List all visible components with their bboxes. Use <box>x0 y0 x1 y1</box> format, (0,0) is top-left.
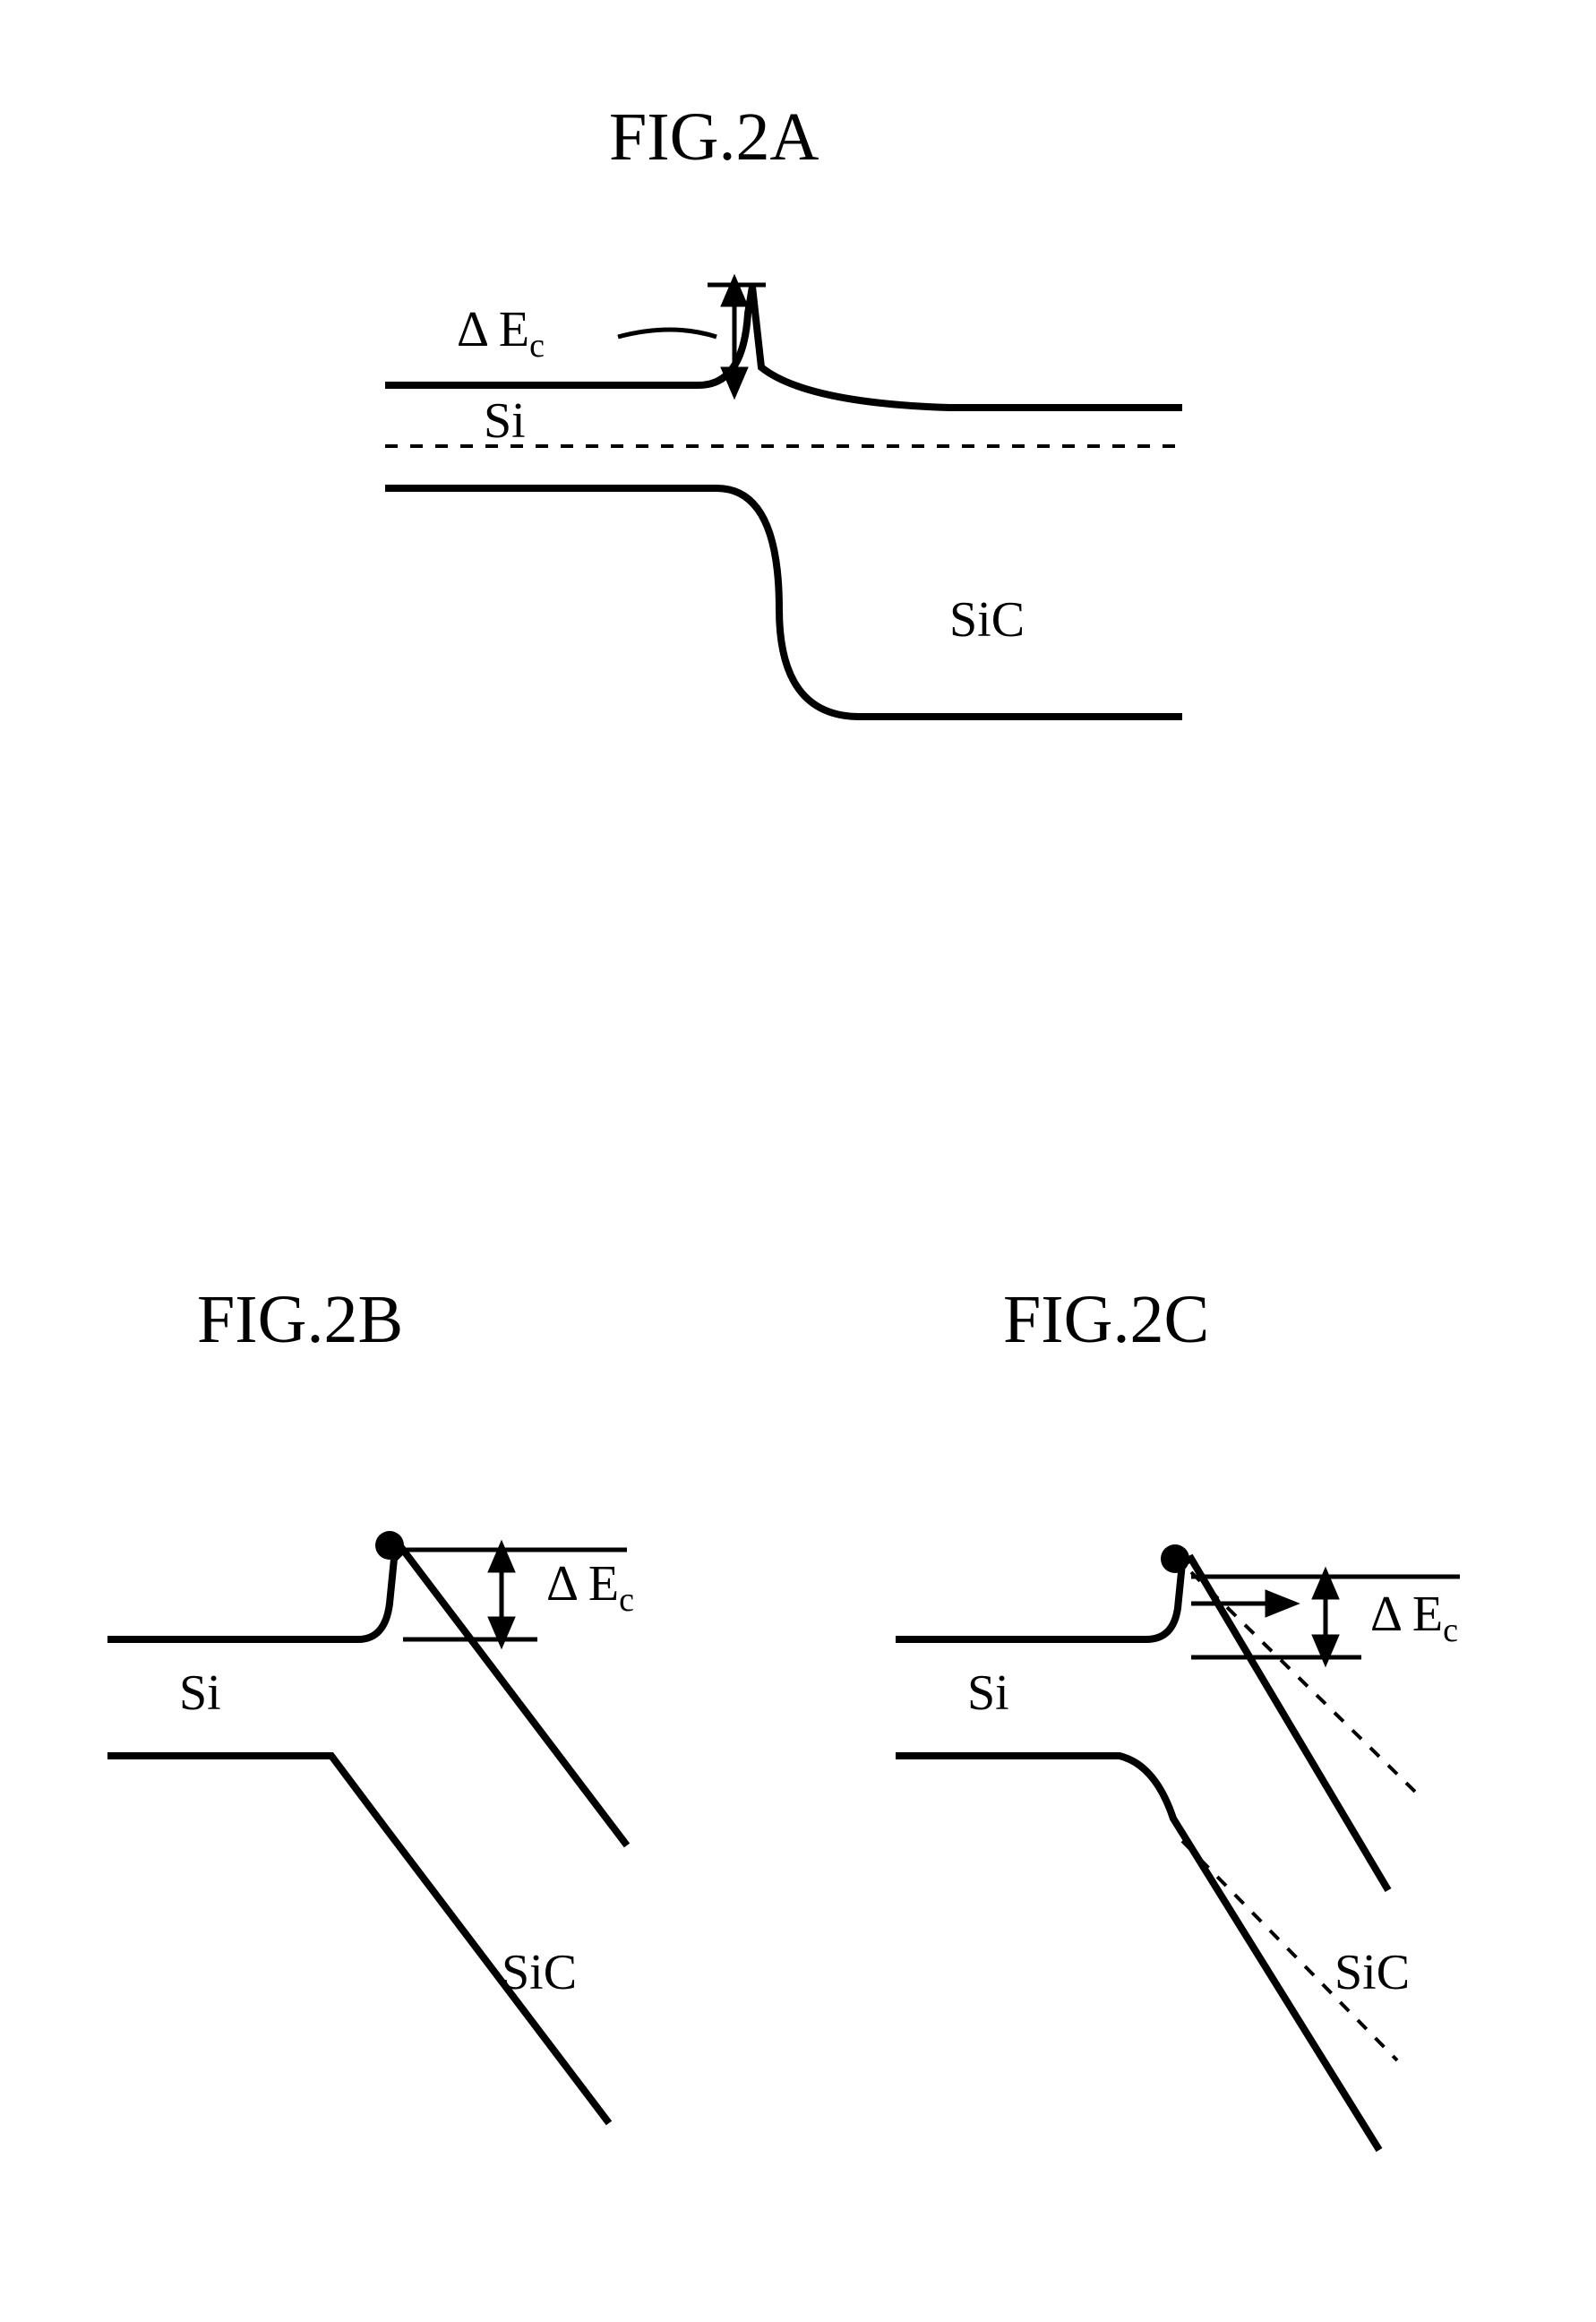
delta-ec-prefix-c: Δ E <box>1370 1587 1443 1642</box>
fig-c-sic-label: SiC <box>1334 1944 1410 2001</box>
fig-c-conduction-band <box>896 1559 1388 1890</box>
fig-c-electron-dot <box>1161 1544 1189 1573</box>
fig-c-si-label: Si <box>967 1664 1009 1722</box>
fig-c-tunnel-arrow <box>1191 1593 1294 1614</box>
fig-c-delta-ec-label: Δ Ec <box>1370 1586 1458 1650</box>
fig-c-valence-band <box>896 1756 1379 2150</box>
delta-ec-sub-c: c <box>1443 1612 1458 1649</box>
